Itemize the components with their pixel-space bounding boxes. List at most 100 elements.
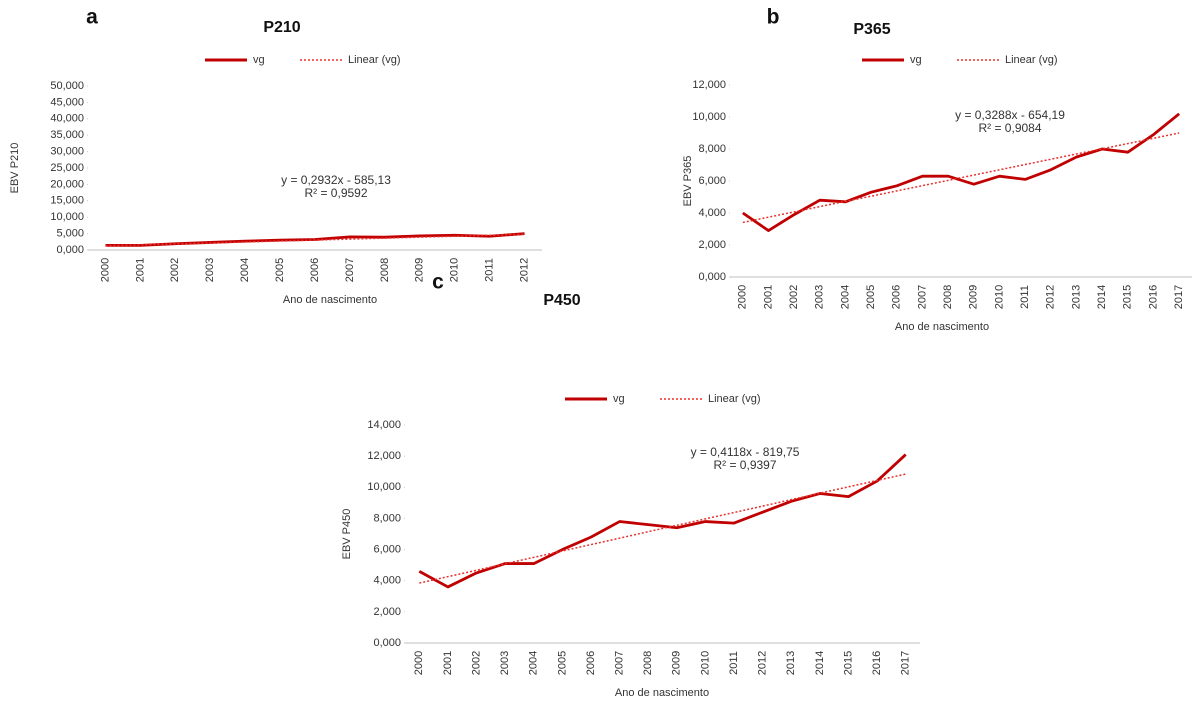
y-axis-label: EBV P450 (341, 509, 353, 560)
data-line (742, 112, 1181, 233)
legend-label: Linear (vg) (708, 393, 761, 405)
y-tick-label: 0,000 (56, 244, 84, 256)
y-tick-label: 0,000 (373, 637, 401, 649)
x-tick-label: 2010 (449, 258, 461, 282)
y-tick-label: 12,000 (367, 450, 401, 462)
panel-letter: c (432, 271, 444, 294)
x-tick-label: 2004 (239, 258, 251, 282)
x-tick-label: 2008 (942, 285, 954, 309)
x-tick-label: 2004 (528, 651, 540, 675)
y-tick-label: 10,000 (50, 211, 84, 223)
chart-title: P450 (543, 292, 580, 309)
y-tick-label: 4,000 (373, 575, 401, 587)
x-tick-label: 2016 (871, 651, 883, 675)
x-tick-label: 2014 (814, 651, 826, 675)
x-tick-label: 2002 (788, 285, 800, 309)
y-tick-label: 8,000 (698, 143, 726, 155)
x-tick-label: 2010 (699, 651, 711, 675)
y-tick-label: 8,000 (373, 512, 401, 524)
x-tick-label: 2013 (1070, 285, 1082, 309)
equation: y = 0,4118x - 819,75 (691, 445, 800, 459)
equation: y = 0,3288x - 654,19 (955, 108, 1065, 122)
x-tick-label: 2017 (900, 651, 912, 675)
x-axis-label: Ano de nascimento (283, 294, 377, 306)
x-tick-label: 2007 (916, 285, 928, 309)
x-tick-label: 2006 (585, 651, 597, 675)
y-tick-label: 10,000 (367, 481, 401, 493)
y-tick-label: 25,000 (50, 162, 84, 174)
x-tick-label: 2011 (728, 651, 740, 675)
equation: y = 0,2932x - 585,13 (281, 173, 391, 187)
x-tick-label: 2007 (344, 258, 356, 282)
legend-label: vg (910, 54, 922, 66)
trend-line (105, 233, 525, 247)
x-tick-label: 2006 (891, 285, 903, 309)
legend-label: vg (253, 54, 265, 66)
y-tick-label: 30,000 (50, 146, 84, 158)
y-tick-label: 6,000 (698, 175, 726, 187)
x-tick-label: 2005 (556, 651, 568, 675)
x-tick-label: 2011 (1019, 285, 1031, 309)
x-tick-label: 2005 (865, 285, 877, 309)
y-tick-label: 12,000 (692, 79, 726, 91)
x-tick-label: 2007 (613, 651, 625, 675)
x-tick-label: 2000 (413, 651, 425, 675)
x-tick-label: 2008 (642, 651, 654, 675)
x-axis-label: Ano de nascimento (615, 687, 709, 699)
y-tick-label: 15,000 (50, 195, 84, 207)
x-axis-label: Ano de nascimento (895, 321, 989, 333)
y-tick-label: 10,000 (692, 111, 726, 123)
trend-line (742, 132, 1180, 224)
y-axis-label: EBV P365 (682, 156, 694, 207)
y-tick-label: 6,000 (373, 543, 401, 555)
x-tick-label: 2009 (968, 285, 980, 309)
x-tick-label: 2015 (842, 651, 854, 675)
x-tick-label: 2010 (993, 285, 1005, 309)
legend-label: Linear (vg) (1005, 54, 1058, 66)
x-tick-label: 2003 (499, 651, 511, 675)
chart-title: P365 (853, 21, 890, 38)
y-tick-label: 2,000 (373, 606, 401, 618)
x-tick-label: 2006 (309, 258, 321, 282)
y-tick-label: 2,000 (698, 239, 726, 251)
x-tick-label: 2000 (737, 285, 749, 309)
x-tick-label: 2001 (762, 285, 774, 309)
r-squared: R² = 0,9592 (304, 186, 367, 200)
x-tick-label: 2015 (1122, 285, 1134, 309)
x-tick-label: 2004 (839, 285, 851, 309)
x-tick-label: 2013 (785, 651, 797, 675)
y-tick-label: 20,000 (50, 178, 84, 190)
x-tick-label: 2017 (1173, 285, 1185, 309)
x-tick-label: 2012 (757, 651, 769, 675)
x-tick-label: 2000 (99, 258, 111, 282)
y-tick-label: 5,000 (56, 228, 84, 240)
y-tick-label: 50,000 (50, 80, 84, 92)
x-tick-label: 2012 (518, 258, 530, 282)
y-tick-label: 14,000 (367, 419, 401, 431)
panel-letter: a (86, 6, 98, 29)
chart-title: P210 (263, 19, 300, 36)
y-tick-label: 35,000 (50, 129, 84, 141)
x-tick-label: 2012 (1045, 285, 1057, 309)
x-tick-label: 2008 (379, 258, 391, 282)
legend-label: vg (613, 393, 625, 405)
x-tick-label: 2011 (484, 258, 496, 282)
trend-line (419, 473, 906, 584)
y-tick-label: 4,000 (698, 207, 726, 219)
y-axis-label: EBV P210 (9, 143, 21, 194)
x-tick-label: 2016 (1147, 285, 1159, 309)
x-tick-label: 2003 (204, 258, 216, 282)
x-tick-label: 2001 (134, 258, 146, 282)
r-squared: R² = 0,9084 (978, 121, 1041, 135)
x-tick-label: 2003 (814, 285, 826, 309)
y-tick-label: 0,000 (698, 271, 726, 283)
panel-letter: b (767, 6, 780, 29)
r-squared: R² = 0,9397 (713, 458, 776, 472)
x-tick-label: 2009 (671, 651, 683, 675)
y-tick-label: 40,000 (50, 113, 84, 125)
x-tick-label: 2001 (442, 651, 454, 675)
data-line (418, 453, 907, 589)
x-tick-label: 2005 (274, 258, 286, 282)
x-tick-label: 2002 (470, 651, 482, 675)
